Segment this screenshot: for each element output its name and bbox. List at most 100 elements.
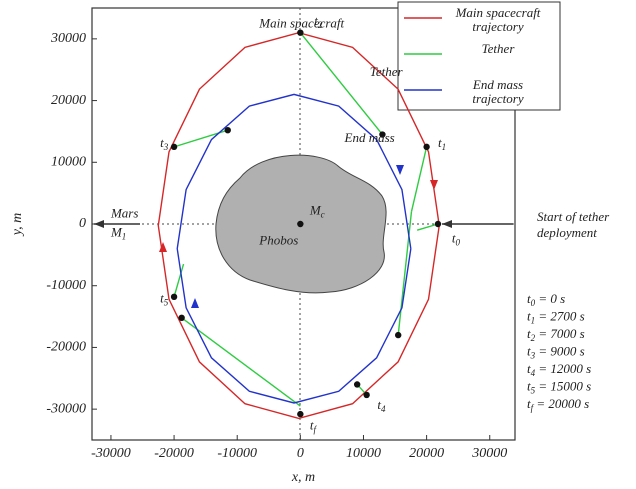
annotation: Phobos — [258, 232, 298, 247]
label-sub: c — [321, 210, 325, 220]
point — [170, 293, 178, 301]
label-text: = 15000 s — [535, 378, 591, 393]
label-sub: 1 — [442, 142, 447, 152]
series-line — [299, 32, 383, 135]
annotation: Main spacecraft — [258, 16, 344, 31]
label-base: t — [314, 13, 318, 28]
x-tick-label: -30000 — [91, 446, 131, 461]
label-base: t — [377, 397, 381, 412]
x-tick-label: -10000 — [217, 446, 257, 461]
subscript-label: t0 = 0 s — [527, 291, 565, 308]
deploy-arrowhead — [442, 220, 452, 228]
label-sub: 0 — [455, 237, 460, 247]
x-tick-label: 30000 — [471, 446, 507, 461]
mars-arrowhead — [94, 220, 104, 228]
y-tick-label: 10000 — [51, 155, 86, 170]
label-text: = 0 s — [535, 291, 565, 306]
subscript-label: t1 = 2700 s — [527, 308, 585, 325]
label-base: t — [160, 290, 164, 305]
legend — [397, 1, 561, 111]
label-sub: 3 — [163, 142, 169, 152]
subscript-label: t2 — [314, 13, 323, 30]
label-sub: f — [531, 403, 535, 413]
series-line — [173, 263, 185, 298]
annotation: Tether — [370, 64, 404, 79]
legend-label: Tether — [482, 41, 516, 56]
subscript-label: M1 — [110, 224, 126, 241]
label-base: t — [452, 230, 456, 245]
series-line — [181, 317, 301, 407]
subscript-label: t4 — [377, 397, 386, 414]
point — [297, 410, 304, 418]
point — [395, 331, 402, 339]
subscript-label: t4 = 12000 s — [527, 361, 591, 378]
x-tick-label: 20000 — [409, 446, 444, 461]
y-axis-label: y, m — [10, 213, 25, 238]
label-base: t — [438, 135, 442, 150]
label-base: t — [527, 308, 531, 323]
label-sub: 5 — [531, 386, 536, 396]
subscript-label: t2 = 7000 s — [527, 326, 585, 343]
annotation: Mars — [110, 206, 138, 221]
subscript-label: t3 = 9000 s — [527, 343, 585, 360]
point — [178, 314, 185, 322]
label-base: t — [310, 417, 314, 432]
legend-line: trajectory — [472, 91, 523, 106]
label-sub: f — [313, 424, 317, 434]
label-sub: 1 — [122, 231, 127, 241]
x-tick-label: 0 — [297, 446, 304, 461]
y-tick-label: 20000 — [51, 93, 86, 108]
label-sub: 2 — [318, 20, 323, 30]
label-base: t — [527, 378, 531, 393]
label-base: t — [160, 135, 164, 150]
label-text: = 12000 s — [535, 361, 591, 376]
legend-line: trajectory — [472, 19, 523, 34]
label-text: = 20000 s — [533, 396, 589, 411]
series-line — [397, 211, 413, 336]
label-sub: 3 — [530, 351, 536, 361]
series-line — [157, 31, 440, 420]
subscript-label: t0 — [452, 230, 461, 247]
label-text: = 7000 s — [535, 326, 585, 341]
subscript-label: t3 — [160, 135, 169, 152]
side-note: Start of tether — [537, 209, 610, 224]
side-note: deployment — [537, 225, 597, 240]
subscript-label: t5 — [160, 290, 169, 307]
y-tick-label: 0 — [79, 216, 86, 231]
legend-label: End mass trajectory — [472, 77, 524, 106]
label-base: t — [527, 361, 531, 376]
point — [434, 220, 442, 228]
series-line — [416, 223, 439, 231]
legend-label: Main spacecraft trajectory — [455, 5, 541, 34]
label-base: M — [309, 203, 322, 218]
direction-arrow — [159, 242, 167, 252]
x-axis-label: x, m — [291, 470, 315, 485]
subscript-label: t1 — [438, 135, 446, 152]
label-base: M — [110, 224, 123, 239]
point — [353, 381, 361, 388]
legend-line: End mass — [472, 77, 523, 92]
series-line — [176, 93, 412, 404]
point — [170, 143, 178, 151]
direction-arrow — [191, 298, 199, 308]
label-base: t — [527, 291, 531, 306]
point — [297, 29, 304, 36]
x-tick-label: -20000 — [154, 446, 194, 461]
legend-line: Main spacecraft — [455, 5, 541, 20]
label-sub: 5 — [164, 297, 169, 307]
label-sub: 4 — [381, 404, 386, 414]
y-tick-label: -10000 — [46, 278, 86, 293]
label-base: t — [527, 326, 531, 341]
point — [363, 391, 370, 399]
label-sub: 4 — [531, 368, 536, 378]
y-tick-label: -20000 — [46, 340, 86, 355]
label-sub: 0 — [531, 298, 536, 308]
point — [379, 131, 386, 138]
subscript-label: t5 = 15000 s — [527, 378, 591, 395]
annotation: End mass — [344, 130, 395, 145]
subscript-label: Mc — [309, 203, 325, 220]
label-text: = 2700 s — [535, 308, 585, 323]
subscript-label: tf — [310, 417, 318, 434]
label-base: t — [527, 396, 531, 411]
